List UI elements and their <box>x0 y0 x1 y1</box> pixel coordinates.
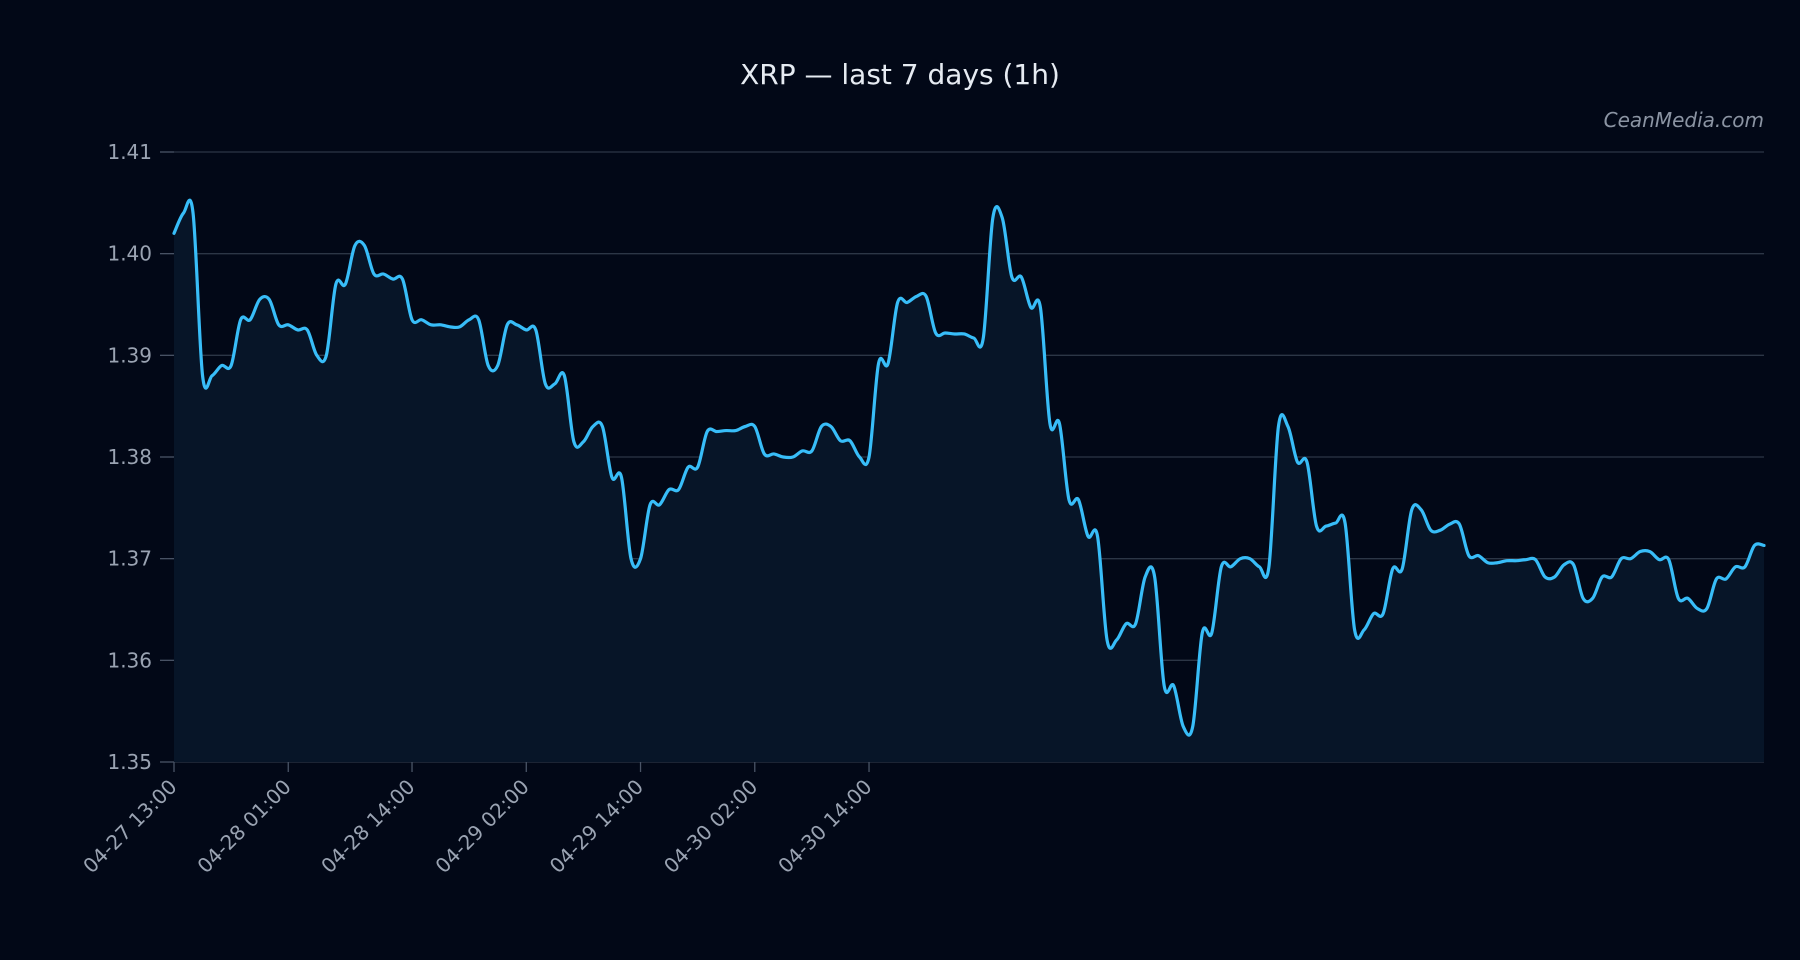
x-tick-label: 04-28 14:00 <box>316 775 419 878</box>
x-tick-label: 04-30 14:00 <box>773 775 876 878</box>
y-tick-label: 1.37 <box>107 547 152 571</box>
x-tick-label: 04-30 02:00 <box>659 775 762 878</box>
y-tick-label: 1.39 <box>107 343 152 367</box>
y-tick-label: 1.35 <box>107 750 152 774</box>
y-tick-label: 1.41 <box>107 140 152 164</box>
x-tick-label: 04-29 14:00 <box>545 775 648 878</box>
y-tick-label: 1.40 <box>107 242 152 266</box>
x-tick-label: 04-28 01:00 <box>192 775 295 878</box>
y-tick-label: 1.36 <box>107 648 152 672</box>
chart-title: XRP — last 7 days (1h) <box>740 58 1060 91</box>
y-tick-label: 1.38 <box>107 445 152 469</box>
x-tick-label: 04-29 02:00 <box>430 775 533 878</box>
y-axis: 1.35 1.36 1.37 1.38 1.39 1.40 1.41 <box>107 140 174 774</box>
x-tick-label: 04-27 13:00 <box>78 775 181 878</box>
price-line <box>172 198 1766 737</box>
price-area-fill <box>174 200 1764 763</box>
x-axis: 04-27 13:00 04-28 01:00 04-28 14:00 04-29 0… <box>78 762 877 878</box>
watermark-text: CeanMedia.com <box>1604 108 1764 132</box>
